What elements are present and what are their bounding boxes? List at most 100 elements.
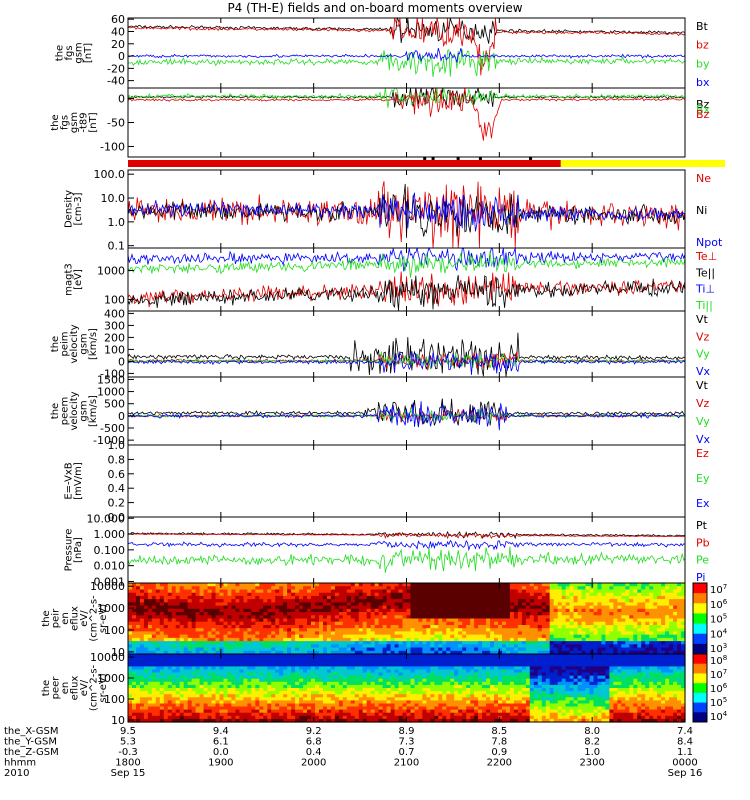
spectrogram-cell bbox=[677, 599, 682, 603]
spectrogram-cell bbox=[330, 703, 336, 708]
spectrogram-cell bbox=[669, 595, 674, 600]
spectrogram-cell bbox=[577, 641, 583, 645]
spectrogram-cell bbox=[255, 637, 260, 642]
spectrogram-cell bbox=[669, 628, 674, 632]
spectrogram-cell bbox=[482, 615, 487, 620]
spectrogram-cell bbox=[171, 709, 177, 714]
spectrogram-cell bbox=[569, 612, 575, 616]
spectrogram-cell bbox=[319, 660, 324, 664]
spectrogram-cell bbox=[223, 631, 229, 636]
spectrogram-cell bbox=[374, 583, 380, 587]
spectrogram-cell bbox=[509, 628, 515, 632]
spectrogram-cell bbox=[569, 631, 575, 636]
spectrogram-cell bbox=[303, 694, 308, 698]
spectrogram-cell bbox=[390, 644, 396, 649]
spectrogram-cell bbox=[259, 703, 264, 708]
spectrogram-cell bbox=[621, 631, 626, 636]
spectrogram-cell bbox=[390, 647, 396, 652]
spectrogram-cell bbox=[414, 615, 420, 620]
spectrogram-cell bbox=[513, 644, 519, 649]
spectrogram-cell bbox=[211, 663, 217, 667]
spectrogram-cell bbox=[494, 602, 499, 607]
spectrogram-cell bbox=[366, 599, 372, 603]
spectrogram-cell bbox=[346, 650, 352, 655]
spectrogram-cell bbox=[155, 647, 161, 652]
spectrogram-cell bbox=[414, 654, 420, 658]
spectrogram-cell bbox=[573, 618, 579, 623]
spectrogram-cell bbox=[275, 615, 280, 620]
spectrogram-cell bbox=[271, 644, 276, 649]
spectrogram-cell bbox=[521, 586, 527, 590]
spectrogram-cell bbox=[665, 625, 670, 629]
spectrogram-cell bbox=[167, 669, 173, 674]
spectrogram-cell bbox=[143, 595, 149, 600]
spectrogram-cell bbox=[223, 691, 229, 695]
spectrogram-cell bbox=[203, 657, 209, 661]
spectrogram-cell bbox=[326, 595, 332, 600]
spectrogram-cell bbox=[494, 583, 499, 587]
spectrogram-cell bbox=[665, 583, 670, 587]
spectrogram-cell bbox=[326, 718, 332, 723]
spectrogram-cell bbox=[330, 612, 336, 616]
spectrogram-cell bbox=[187, 697, 193, 701]
spectrogram-cell bbox=[179, 621, 185, 626]
spectrogram-cell bbox=[386, 586, 392, 590]
spectrogram-cell bbox=[207, 615, 213, 620]
spectrogram-cell bbox=[569, 650, 575, 655]
spectrogram-cell bbox=[219, 678, 225, 683]
spectrogram-cell bbox=[354, 628, 360, 632]
spectrogram-cell bbox=[541, 634, 547, 639]
spectrogram-cell bbox=[255, 669, 260, 674]
spectrogram-cell bbox=[346, 657, 352, 661]
spectrogram-cell bbox=[231, 647, 236, 652]
spectrogram-cell bbox=[191, 654, 197, 658]
spectrogram-cell bbox=[418, 612, 423, 616]
spectrogram-cell bbox=[175, 650, 181, 655]
spectrogram-cell bbox=[159, 586, 165, 590]
spectrogram-cell bbox=[179, 589, 185, 594]
spectrogram-cell bbox=[553, 647, 559, 652]
spectrogram-cell bbox=[159, 628, 165, 632]
spectrogram-cell bbox=[338, 694, 344, 698]
spectrogram-cell bbox=[147, 663, 153, 667]
spectrogram-cell bbox=[155, 703, 161, 708]
spectrogram-cell bbox=[517, 583, 523, 587]
spectrogram-cell bbox=[629, 621, 634, 626]
spectrogram-cell bbox=[378, 621, 384, 626]
spectrogram-cell bbox=[609, 586, 614, 590]
spectrogram-cell bbox=[191, 595, 197, 600]
spectrogram-cell bbox=[410, 712, 416, 717]
spectrogram-cell bbox=[219, 625, 225, 629]
spectrogram-cell bbox=[207, 657, 213, 661]
spectrogram-cell bbox=[255, 657, 260, 661]
spectrogram-cell bbox=[132, 718, 137, 723]
spectrogram-cell bbox=[418, 595, 423, 600]
spectrogram-cell bbox=[187, 700, 193, 705]
spectrogram-cell bbox=[307, 615, 312, 620]
spectrogram-cell bbox=[334, 641, 340, 645]
spectrogram-cell bbox=[565, 605, 571, 610]
spectrogram-cell bbox=[633, 634, 638, 639]
spectrogram-cell bbox=[203, 706, 209, 711]
spectrogram-cell bbox=[490, 599, 495, 603]
spectrogram-cell bbox=[350, 669, 356, 674]
spectrogram-cell bbox=[159, 660, 165, 664]
spectrogram-cell bbox=[450, 586, 455, 590]
spectrogram-cell bbox=[275, 605, 280, 610]
spectrogram-cell bbox=[478, 634, 483, 639]
spectrogram-cell bbox=[195, 608, 201, 613]
spectrogram-cell bbox=[334, 715, 340, 720]
colorbar-tick-label: 103 bbox=[710, 642, 727, 655]
spectrogram-cell bbox=[255, 621, 260, 626]
spectrogram-cell bbox=[151, 660, 157, 664]
spectrogram-cell bbox=[374, 599, 380, 603]
spectrogram-cell bbox=[410, 583, 416, 587]
spectrogram-cell bbox=[179, 681, 185, 686]
spectrogram-cell bbox=[509, 602, 515, 607]
spectrogram-cell bbox=[171, 654, 177, 658]
spectrogram-cell bbox=[215, 691, 221, 695]
spectrogram-cell bbox=[362, 675, 368, 680]
spectrogram-cell bbox=[474, 641, 479, 645]
spectrogram-cell bbox=[143, 650, 149, 655]
spectrogram-cell bbox=[442, 602, 447, 607]
